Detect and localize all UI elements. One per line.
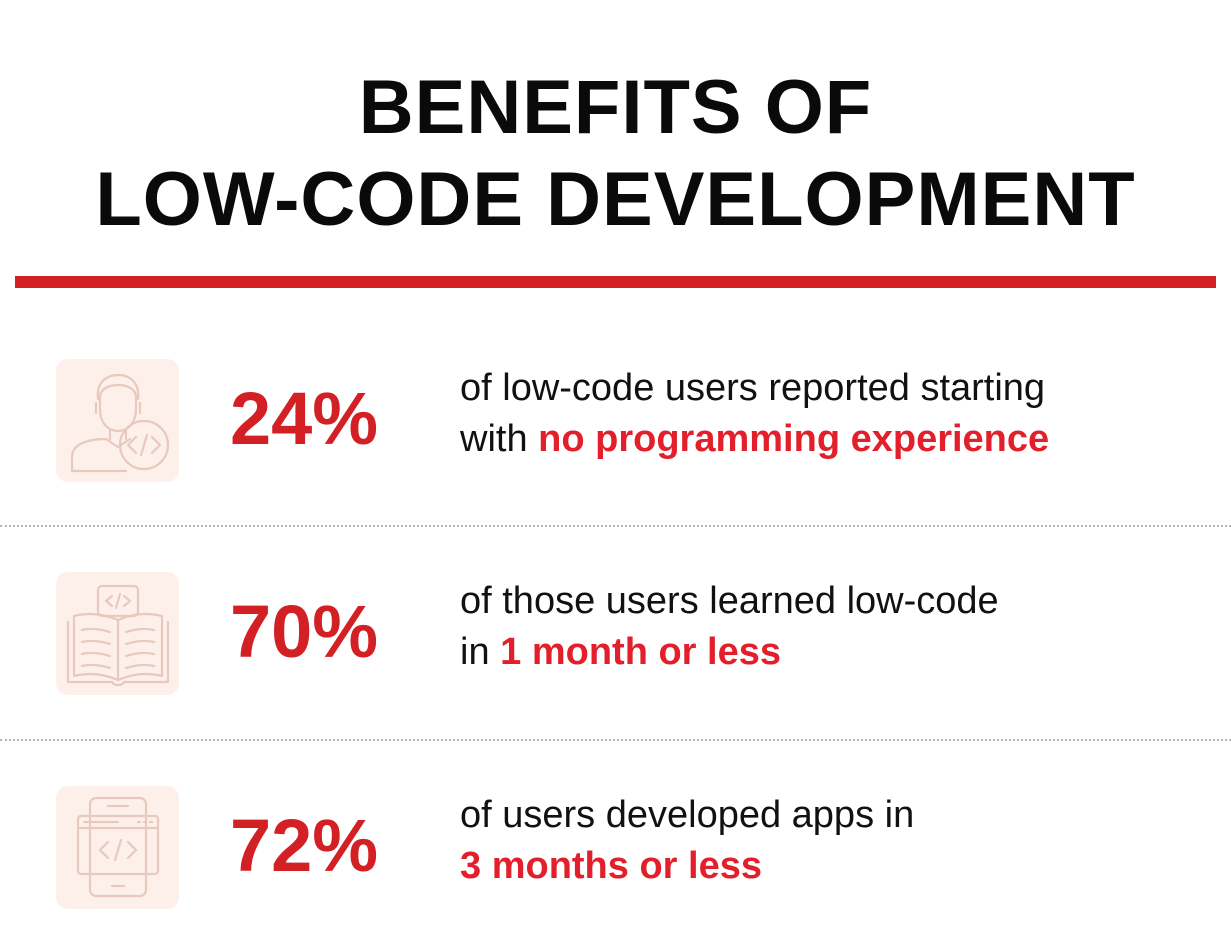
title-underline-rule bbox=[15, 276, 1216, 288]
stat-description-line-2: in 1 month or less bbox=[460, 627, 1220, 678]
stat-value: 72% bbox=[230, 804, 379, 887]
stat-description: of low-code users reported starting with… bbox=[460, 363, 1220, 465]
stat-description-line-2: with no programming experience bbox=[460, 414, 1220, 465]
stat-row-3: 72% of users developed apps in 3 months … bbox=[0, 786, 1231, 910]
developer-avatar-icon bbox=[56, 359, 179, 482]
page-title: BENEFITS OF LOW-CODE DEVELOPMENT bbox=[0, 62, 1231, 246]
stat-value: 24% bbox=[230, 377, 379, 460]
stat-description: of users developed apps in 3 months or l… bbox=[460, 790, 1220, 892]
stat-highlight: 3 months or less bbox=[460, 845, 762, 887]
stat-description-prefix: in bbox=[460, 631, 501, 673]
stat-highlight: 1 month or less bbox=[500, 631, 781, 673]
stat-row-1: 24% of low-code users reported starting … bbox=[0, 359, 1231, 483]
stat-highlight: no programming experience bbox=[538, 418, 1050, 460]
stat-description-prefix: with bbox=[460, 418, 539, 460]
stat-description: of those users learned low-code in 1 mon… bbox=[460, 576, 1220, 678]
stat-description-line-2: 3 months or less bbox=[460, 841, 1220, 892]
stat-description-line-1: of those users learned low-code bbox=[460, 580, 999, 622]
stat-value: 70% bbox=[230, 590, 379, 673]
title-line-1: BENEFITS OF bbox=[358, 65, 873, 150]
stat-row-2: 70% of those users learned low-code in 1… bbox=[0, 572, 1231, 696]
dotted-divider-1 bbox=[0, 525, 1231, 527]
mobile-code-icon bbox=[56, 786, 179, 909]
dotted-divider-2 bbox=[0, 739, 1231, 741]
code-book-icon bbox=[56, 572, 179, 695]
stat-description-line-1: of users developed apps in bbox=[460, 794, 915, 836]
stat-description-line-1: of low-code users reported starting bbox=[460, 367, 1046, 409]
title-line-2: LOW-CODE DEVELOPMENT bbox=[95, 157, 1136, 242]
